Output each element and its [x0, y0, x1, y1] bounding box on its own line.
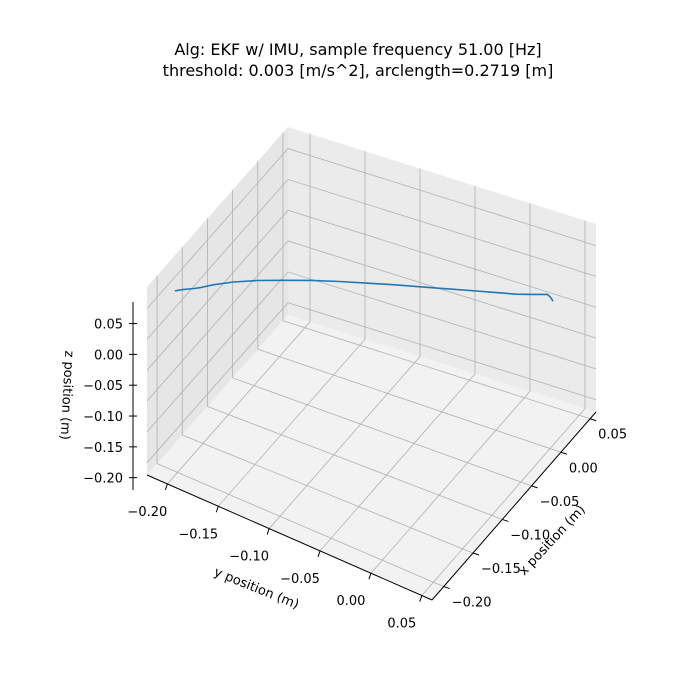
z-tick-label-4: −0.15: [83, 441, 123, 456]
x-floor-gridline-2: [207, 406, 503, 520]
x-tick-mark-4: [560, 451, 568, 455]
data-series: [174, 279, 554, 302]
x-tick-label-3: −0.05: [540, 495, 580, 510]
z-gridline-1: [146, 178, 597, 340]
y-floor-gridline-1: [217, 338, 366, 507]
y-tick-label-2: −0.10: [229, 550, 269, 565]
x-floor-gridline-5: [282, 320, 591, 420]
x-tick-label-4: 0.00: [569, 461, 598, 476]
x-tick-mark-1: [472, 552, 480, 556]
y-axis-line: [146, 474, 433, 601]
x-tick-label-2: −0.10: [510, 528, 550, 543]
z-gridline-3: [146, 240, 597, 402]
z-gridline-2: [146, 209, 597, 371]
z-tick-label-1: 0.00: [94, 348, 123, 363]
x-floor-gridline-1: [182, 434, 474, 554]
z-tick-label-3: −0.10: [83, 410, 123, 425]
z-tick-label-2: −0.05: [83, 379, 123, 394]
y-tick-mark-2: [266, 528, 270, 535]
chart-title-line-1: Alg: EKF w/ IMU, sample frequency 51.00 …: [174, 40, 541, 59]
y-tick-label-1: −0.15: [178, 527, 218, 542]
x-tick-mark-5: [589, 418, 597, 422]
y-tick-mark-4: [368, 573, 372, 580]
floor-pane: [147, 315, 596, 600]
y-tick-label-3: −0.05: [280, 572, 320, 587]
z-axis-label: z position (m): [57, 350, 77, 440]
z-tick-label-0: 0.05: [94, 318, 123, 333]
y-floor-gridline-5: [421, 408, 586, 596]
y-floor-gridline-0: [167, 321, 311, 485]
y-tick-label-4: 0.00: [336, 594, 365, 609]
axes-grid: [146, 132, 597, 596]
y-floor-gridline-2: [268, 356, 421, 529]
x-tick-mark-0: [443, 586, 450, 590]
y-tick-label-5: 0.05: [387, 617, 416, 632]
x-floor-gridline-4: [257, 348, 561, 453]
x-tick-mark-2: [502, 518, 509, 522]
chart-title-line-2: threshold: 0.003 [m/s^2], arclength=0.27…: [163, 61, 554, 80]
z-gridline-5: [146, 302, 597, 463]
x-floor-gridline-3: [232, 377, 532, 487]
trajectory-line-0: [174, 279, 554, 302]
z-gridline-0: [146, 148, 597, 309]
y-tick-mark-0: [164, 483, 168, 491]
y-floor-gridline-4: [370, 390, 531, 574]
z-tick-label-5: −0.20: [83, 472, 123, 487]
y-tick-label-0: −0.20: [127, 505, 167, 520]
x-axis-line: [431, 411, 597, 601]
y-tick-mark-1: [215, 506, 219, 513]
y-floor-gridline-3: [319, 373, 476, 552]
x-floor-gridline-0: [156, 463, 444, 587]
axis-lines: [132, 302, 597, 601]
y-tick-mark-3: [317, 550, 321, 558]
z-gridline-4: [146, 271, 597, 433]
x-tick-label-0: −0.20: [452, 596, 492, 611]
axis-ticks: −0.20 −0.15 −0.10 −0.05 0.00 0.05 −0.20 −0.15 −0…: [83, 318, 627, 632]
y-tick-mark-5: [419, 595, 423, 602]
x-tick-mark-3: [531, 485, 538, 489]
x-tick-label-1: −0.15: [481, 562, 521, 577]
x-tick-label-5: 0.05: [598, 428, 627, 443]
